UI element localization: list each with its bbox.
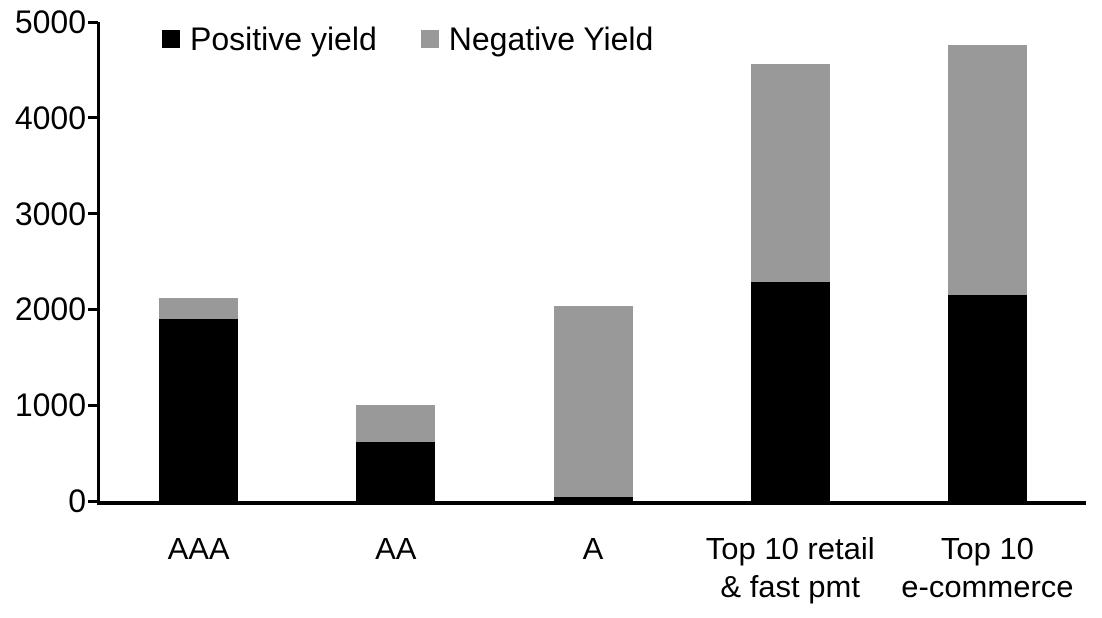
x-category-label: AAA xyxy=(167,531,230,566)
bar-segment-positive-yield xyxy=(553,497,633,501)
x-axis-line xyxy=(97,501,1086,505)
bar-a xyxy=(553,305,633,501)
y-tick-label: 3000 xyxy=(14,195,86,232)
y-tick-label: 4000 xyxy=(14,99,86,136)
bar-segment-negative-yield xyxy=(750,64,830,282)
legend: Positive yield Negative Yield xyxy=(162,22,653,56)
y-tick-label: 2000 xyxy=(14,291,86,328)
y-tick xyxy=(88,20,98,24)
bar-top-10-e-commerce xyxy=(947,44,1027,501)
y-tick xyxy=(88,499,98,503)
bar-aa xyxy=(356,405,436,501)
legend-entry-negative-yield: Negative Yield xyxy=(420,21,654,57)
x-category-label: AA xyxy=(375,531,417,566)
y-tick-label: 0 xyxy=(68,483,86,519)
y-tick xyxy=(88,403,98,407)
y-tick xyxy=(88,212,98,216)
legend-label-negative-yield: Negative Yield xyxy=(448,21,654,57)
bar-segment-positive-yield xyxy=(159,318,239,501)
positive-yield-swatch-icon xyxy=(162,30,180,48)
bar-segment-negative-yield xyxy=(356,405,436,442)
negative-yield-swatch-icon xyxy=(420,30,439,48)
x-category-label: A xyxy=(582,531,604,566)
y-axis-line xyxy=(97,22,100,505)
bar-segment-positive-yield xyxy=(750,281,830,501)
bar-top-10-retail-&-fast-pmt xyxy=(750,64,830,501)
bar-segment-negative-yield xyxy=(947,44,1027,296)
bar-segment-negative-yield xyxy=(159,297,239,319)
x-category-label: Top 10 e-commerce xyxy=(901,531,1074,604)
legend-entry-positive-yield: Positive yield xyxy=(162,22,377,56)
bar-segment-negative-yield xyxy=(553,305,633,498)
y-tick xyxy=(88,116,98,120)
y-tick xyxy=(88,307,98,311)
bar-segment-positive-yield xyxy=(356,441,436,501)
bar-aaa xyxy=(159,297,239,501)
bar-segment-positive-yield xyxy=(947,295,1027,501)
y-tick-label: 1000 xyxy=(14,387,86,424)
legend-label-positive-yield: Positive yield xyxy=(190,21,377,57)
x-category-label: Top 10 retail & fast pmt xyxy=(705,531,875,604)
y-tick-label: 5000 xyxy=(14,4,86,40)
